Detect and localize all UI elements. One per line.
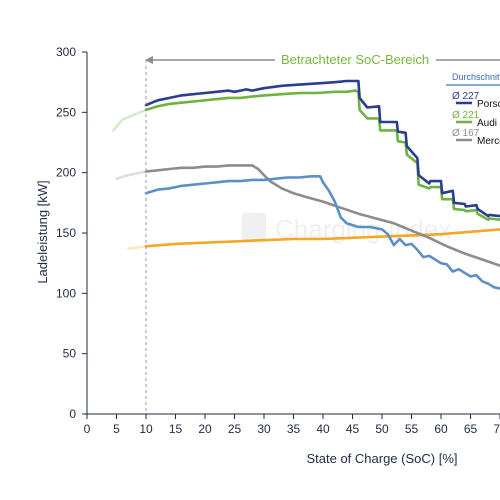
x-tick-label: 30 [257, 422, 271, 436]
x-tick-label: 15 [169, 422, 183, 436]
x-axis-title: State of Charge (SoC) [%] [306, 451, 457, 466]
series-line-series-4 [144, 228, 500, 248]
legend: Durchschnitt Ø 227 Porsc Ø 221 Audi Ø 16… [446, 72, 500, 147]
series-line-merce [144, 164, 500, 267]
range-label: Betrachteter SoC-Bereich [281, 52, 429, 67]
y-tick-label: 200 [56, 166, 76, 180]
x-tick-label: 40 [316, 422, 330, 436]
y-tick-label: 150 [56, 226, 76, 240]
legend-name-audi: Audi [477, 118, 497, 129]
x-tick-label: 35 [287, 422, 301, 436]
y-tick-label: 0 [69, 407, 76, 421]
x-tick-label: 60 [434, 422, 448, 436]
y-axis-title: Ladeleistung [kW] [35, 180, 50, 283]
series-line-audi [144, 89, 500, 221]
y-tick-label: 100 [56, 286, 76, 300]
y-tick-label: 300 [56, 45, 76, 59]
y-ticks: 0 50 100 150 200 250 300 [56, 45, 87, 421]
x-tick-label: 70 [493, 422, 500, 436]
x-tick-label: 55 [405, 422, 419, 436]
legend-title: Durchschnitt [452, 72, 500, 82]
x-ticks: 0 5 10 15 20 25 30 35 40 45 50 55 60 65 70 [84, 414, 500, 436]
x-tick-label: 0 [84, 422, 91, 436]
x-tick-label: 20 [198, 422, 212, 436]
series-line-series-4-pre-range [127, 245, 148, 250]
legend-name-mercedes: Merce [477, 136, 500, 147]
x-tick-label: 50 [375, 422, 389, 436]
y-tick-label: 50 [63, 347, 77, 361]
x-tick-label: 5 [113, 422, 120, 436]
legend-name-porsche: Porsc [477, 99, 500, 110]
legend-avg-audi: Ø 221 [452, 110, 480, 121]
series-line-series-3 [144, 175, 500, 290]
x-tick-label: 25 [228, 422, 242, 436]
x-tick-label: 10 [139, 422, 153, 436]
series-layer [112, 79, 500, 290]
legend-avg-mercedes: Ø 167 [452, 128, 480, 139]
legend-avg-porsche: Ø 227 [452, 91, 480, 102]
arrow-left-icon [145, 56, 153, 64]
series-line-merce-pre-range [115, 170, 148, 180]
y-tick-label: 250 [56, 105, 76, 119]
x-tick-label: 65 [464, 422, 478, 436]
x-tick-label: 45 [346, 422, 360, 436]
series-line-audi-pre-range [112, 108, 148, 132]
series-line-porsc [144, 79, 500, 218]
soc-range-annotation: Betrachteter SoC-Bereich [145, 52, 500, 414]
